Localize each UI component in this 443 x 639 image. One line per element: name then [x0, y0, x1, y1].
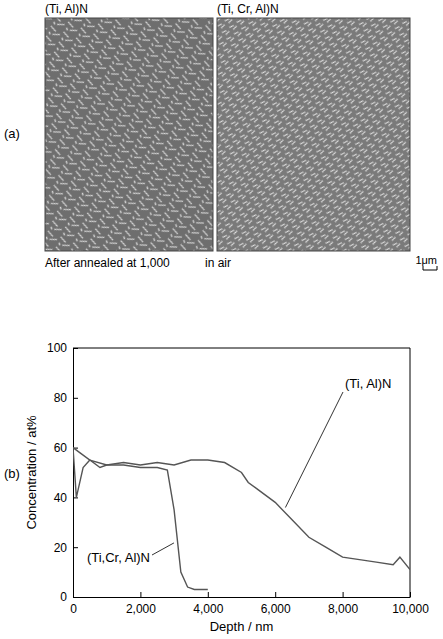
y-tick-label: 40 [54, 491, 68, 505]
series-line [73, 448, 410, 570]
y-tick: 20 [54, 541, 78, 555]
panel-label: (b) [4, 466, 20, 481]
y-tick-label: 20 [54, 541, 68, 555]
series-labels: (Ti, Al)N (Ti,Cr, Al)N [87, 376, 392, 565]
y-tick-label: 0 [60, 590, 67, 604]
x-tick: 4,000 [193, 592, 223, 616]
y-tick-mark [73, 547, 78, 548]
y-axis-line [73, 349, 74, 598]
x-tick: 2,000 [126, 592, 156, 616]
image-title: (Ti, Cr, Al)N [217, 2, 279, 16]
x-tick-mark [410, 592, 411, 597]
leader-line [152, 543, 174, 555]
micrograph [217, 18, 410, 251]
x-tick-label: 10,000 [392, 602, 429, 616]
x-tick-mark [208, 592, 209, 597]
series-label: (Ti,Cr, Al)N [87, 550, 150, 565]
figure: (Ti, Al)N (Ti, Cr, Al)N (a) After annealed … [0, 0, 443, 639]
x-tick-mark [343, 592, 344, 597]
y-tick: 100 [47, 341, 78, 355]
leader-line [285, 392, 343, 508]
y-tick: 80 [54, 391, 78, 405]
series-line [73, 448, 208, 590]
x-tick-mark [275, 592, 276, 597]
panel-label: (a) [4, 126, 20, 141]
plot-lines [73, 448, 410, 590]
scale-bar-label: 1μm [415, 254, 437, 266]
caption: in air [205, 256, 231, 270]
x-axis-title: Depth / nm [210, 619, 274, 634]
y-tick-label: 100 [47, 341, 67, 355]
x-tick-label: 6,000 [261, 602, 291, 616]
y-tick-mark [73, 497, 78, 498]
y-tick-label: 80 [54, 391, 68, 405]
micrograph [45, 18, 213, 251]
x-tick: 10,000 [392, 592, 429, 616]
x-tick: 8,000 [328, 592, 358, 616]
x-axis: 0 2,000 4,000 6,000 8,000 10,000 [70, 592, 429, 616]
x-tick-mark [140, 592, 141, 597]
y-tick: 0 [60, 590, 78, 604]
image-title: (Ti, Al)N [45, 2, 88, 16]
x-tick: 6,000 [261, 592, 291, 616]
x-axis-line [74, 597, 411, 598]
y-tick-mark [73, 597, 78, 598]
frame [73, 348, 410, 349]
x-tick-label: 8,000 [328, 602, 358, 616]
x-tick-label: 0 [70, 602, 77, 616]
y-tick-label: 60 [54, 441, 68, 455]
y-axis: 0 20 40 60 80 100 [47, 341, 78, 604]
series-label: (Ti, Al)N [345, 376, 391, 391]
y-tick-mark [73, 348, 78, 349]
scale-bar [423, 266, 437, 270]
x-tick-label: 4,000 [193, 602, 223, 616]
y-tick-mark [73, 398, 78, 399]
y-axis-title: Concentration / at% [24, 415, 39, 530]
x-tick-label: 2,000 [126, 602, 156, 616]
caption: After annealed at 1,000 [45, 256, 170, 270]
frame [410, 348, 411, 597]
y-tick: 40 [54, 491, 78, 505]
